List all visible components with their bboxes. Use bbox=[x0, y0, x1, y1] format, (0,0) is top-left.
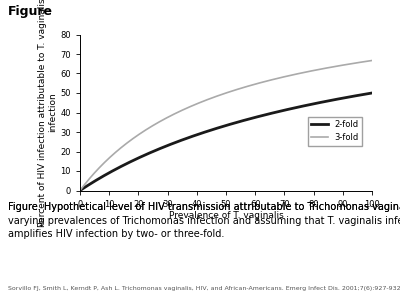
2-fold bbox=[305, 103, 310, 107]
2-fold bbox=[206, 129, 211, 133]
3-fold bbox=[278, 76, 283, 80]
3-fold bbox=[196, 101, 200, 105]
Line: 2-fold: 2-fold bbox=[80, 93, 372, 190]
3-fold bbox=[108, 156, 112, 159]
Legend: 2-fold, 3-fold: 2-fold, 3-fold bbox=[308, 117, 362, 146]
Text: Figure: Figure bbox=[8, 4, 53, 17]
2-fold bbox=[278, 109, 283, 113]
Text: Figure. Hypothetical level of HIV transmission attributable to Trichomonas vagin: Figure. Hypothetical level of HIV transm… bbox=[8, 202, 400, 212]
Line: 3-fold: 3-fold bbox=[80, 61, 372, 190]
3-fold bbox=[305, 70, 310, 74]
Text: Figure. Hypothetical level of HIV transmission attributable to Trichomonas vagin: Figure. Hypothetical level of HIV transm… bbox=[8, 202, 400, 239]
2-fold bbox=[370, 91, 374, 95]
3-fold bbox=[206, 98, 211, 101]
Text: Sorvillo FJ, Smith L, Kerndt P, Ash L. Trichomonas vaginalis, HIV, and African-A: Sorvillo FJ, Smith L, Kerndt P, Ash L. T… bbox=[8, 286, 400, 291]
2-fold bbox=[310, 102, 315, 106]
Y-axis label: Percent of HIV infection attributable to T. vaginalis
infection: Percent of HIV infection attributable to… bbox=[38, 0, 58, 227]
3-fold bbox=[78, 189, 82, 192]
3-fold bbox=[310, 69, 315, 72]
2-fold bbox=[108, 171, 112, 174]
X-axis label: Prevalence of T. vaginalis: Prevalence of T. vaginalis bbox=[169, 211, 283, 220]
2-fold bbox=[78, 189, 82, 192]
3-fold bbox=[370, 59, 374, 62]
2-fold bbox=[196, 133, 200, 136]
